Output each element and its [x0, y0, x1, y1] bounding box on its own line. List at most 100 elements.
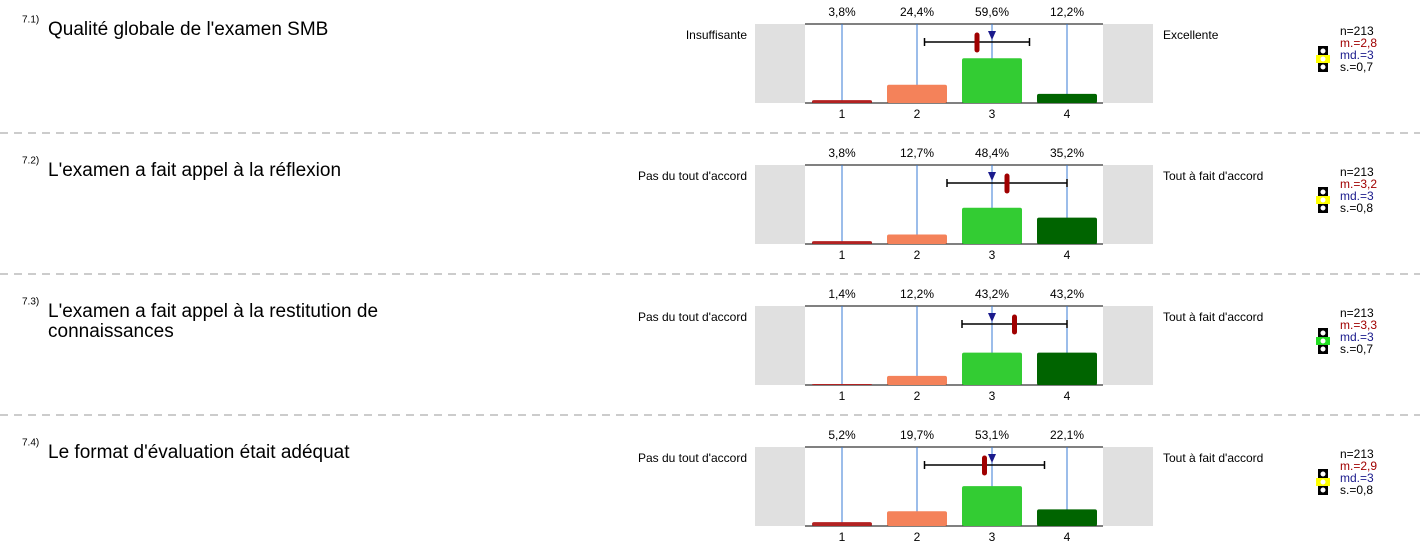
x-tick-label: 2	[914, 248, 921, 262]
side-box	[755, 165, 805, 244]
stat-median: md.=3	[1340, 48, 1374, 62]
value-label: 22,1%	[1050, 428, 1084, 442]
side-box	[755, 447, 805, 526]
left-label: Insuffisante	[686, 28, 747, 42]
stat-n: n=213	[1340, 447, 1374, 461]
question-title: L'examen a fait appel à la restitution d…	[48, 301, 379, 342]
question-number: 7.3)	[22, 297, 39, 308]
stat-sd: s.=0,8	[1340, 483, 1373, 497]
question-number: 7.2)	[22, 156, 39, 167]
question-number: 7.1)	[22, 15, 39, 26]
stat-mean: m.=2,9	[1340, 459, 1377, 473]
stat-median: md.=3	[1340, 471, 1374, 485]
value-label: 3,8%	[828, 5, 856, 19]
light-dot	[1320, 64, 1326, 70]
left-label: Pas du tout d'accord	[638, 451, 747, 465]
x-tick-label: 1	[839, 248, 846, 262]
side-box	[1103, 165, 1153, 244]
light-dot	[1320, 346, 1326, 352]
right-label: Tout à fait d'accord	[1163, 451, 1263, 465]
x-tick-label: 1	[839, 107, 846, 121]
bar	[887, 511, 947, 526]
stat-mean: m.=2,8	[1340, 36, 1377, 50]
side-box	[755, 306, 805, 385]
value-label: 19,7%	[900, 428, 934, 442]
stat-mean: m.=3,2	[1340, 177, 1377, 191]
question-title: Le format d'évaluation était adéquat	[48, 442, 350, 463]
value-label: 53,1%	[975, 428, 1009, 442]
value-label: 59,6%	[975, 5, 1009, 19]
bar	[1037, 352, 1097, 385]
left-label: Pas du tout d'accord	[638, 169, 747, 183]
bar	[887, 234, 947, 244]
side-box	[1103, 447, 1153, 526]
stat-mean: m.=3,3	[1340, 318, 1377, 332]
x-tick-label: 3	[989, 248, 996, 262]
stat-sd: s.=0,7	[1340, 60, 1373, 74]
right-label: Excellente	[1163, 28, 1219, 42]
x-tick-label: 2	[914, 530, 921, 544]
x-tick-label: 4	[1064, 248, 1071, 262]
light-dot	[1320, 197, 1326, 203]
stat-sd: s.=0,8	[1340, 201, 1373, 215]
value-label: 3,8%	[828, 146, 856, 160]
stat-median: md.=3	[1340, 330, 1374, 344]
bar	[812, 100, 872, 103]
value-label: 43,2%	[975, 287, 1009, 301]
left-label: Pas du tout d'accord	[638, 310, 747, 324]
light-dot	[1320, 56, 1326, 62]
right-label: Tout à fait d'accord	[1163, 310, 1263, 324]
bar	[1037, 509, 1097, 526]
x-tick-label: 3	[989, 389, 996, 403]
x-tick-label: 2	[914, 107, 921, 121]
value-label: 5,2%	[828, 428, 856, 442]
value-label: 35,2%	[1050, 146, 1084, 160]
x-tick-label: 1	[839, 530, 846, 544]
value-label: 12,2%	[900, 287, 934, 301]
right-label: Tout à fait d'accord	[1163, 169, 1263, 183]
x-tick-label: 2	[914, 389, 921, 403]
value-label: 43,2%	[1050, 287, 1084, 301]
light-dot	[1320, 338, 1326, 344]
bar	[962, 58, 1022, 103]
value-label: 48,4%	[975, 146, 1009, 160]
stat-sd: s.=0,7	[1340, 342, 1373, 356]
side-box	[1103, 24, 1153, 103]
bar	[962, 486, 1022, 526]
stat-n: n=213	[1340, 24, 1374, 38]
x-tick-label: 4	[1064, 530, 1071, 544]
bar	[962, 352, 1022, 385]
stat-n: n=213	[1340, 306, 1374, 320]
x-tick-label: 3	[989, 107, 996, 121]
stat-n: n=213	[1340, 165, 1374, 179]
value-label: 12,2%	[1050, 5, 1084, 19]
question-number: 7.4)	[22, 438, 39, 449]
bar	[1037, 217, 1097, 244]
value-label: 1,4%	[828, 287, 856, 301]
side-box	[1103, 306, 1153, 385]
median-marker	[988, 454, 996, 463]
median-marker	[988, 31, 996, 40]
side-box	[755, 24, 805, 103]
bar	[812, 383, 872, 385]
x-tick-label: 4	[1064, 389, 1071, 403]
bar	[1037, 93, 1097, 103]
x-tick-label: 1	[839, 389, 846, 403]
x-tick-label: 4	[1064, 107, 1071, 121]
value-label: 24,4%	[900, 5, 934, 19]
light-dot	[1320, 479, 1326, 485]
light-dot	[1320, 205, 1326, 211]
question-title: L'examen a fait appel à la réflexion	[48, 160, 342, 181]
value-label: 12,7%	[900, 146, 934, 160]
bar	[962, 207, 1022, 244]
median-marker	[988, 172, 996, 181]
light-dot	[1320, 330, 1326, 336]
median-marker	[988, 313, 996, 322]
stat-median: md.=3	[1340, 189, 1374, 203]
light-dot	[1320, 471, 1326, 477]
light-dot	[1320, 487, 1326, 493]
light-dot	[1320, 189, 1326, 195]
bar	[812, 522, 872, 526]
